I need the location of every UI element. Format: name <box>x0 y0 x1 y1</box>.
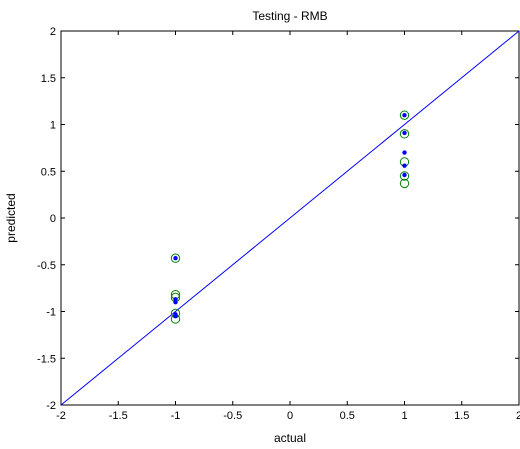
chart-title: Testing - RMB <box>252 9 327 23</box>
x-tick-label: 0 <box>287 410 293 422</box>
dot-point <box>402 163 407 168</box>
x-tick-label: 1.5 <box>454 410 469 422</box>
y-tick-label: -1 <box>46 307 56 319</box>
dot-point <box>402 150 407 155</box>
dot-point <box>173 299 178 305</box>
open-circle-point <box>170 253 181 263</box>
x-tick-label: -1 <box>171 410 181 422</box>
dot-point <box>402 172 407 178</box>
y-tick-label: 1 <box>50 120 56 132</box>
x-tick-label: 0.5 <box>340 410 355 422</box>
y-tick-label: -0.5 <box>37 260 56 272</box>
y-tick-label: 0 <box>50 213 56 225</box>
y-tick-label: 1.5 <box>41 73 56 85</box>
x-tick-label: -1.5 <box>109 410 128 422</box>
open-circle-point <box>399 178 410 189</box>
x-tick-label: -2 <box>56 410 66 422</box>
y-tick-label: -2 <box>46 400 56 412</box>
open-circle-point <box>399 171 410 181</box>
open-circle-point <box>399 129 410 139</box>
x-tick-label: 1 <box>401 410 407 422</box>
dot-point <box>402 130 407 136</box>
dot-point <box>402 112 407 118</box>
x-tick-label: -0.5 <box>223 410 242 422</box>
dot-point <box>173 256 178 261</box>
plot-area: -2 -1.5 -1 -0.5 0 0.5 1 1.5 2 2 1.5 1 0.5 0 -0.5 -1 -1.5… <box>37 26 520 422</box>
dot-point <box>173 313 178 319</box>
x-tick-label: 2 <box>516 410 520 422</box>
reference-line <box>60 30 520 406</box>
y-tick-label: 2 <box>50 26 56 38</box>
y-axis-label: predicted <box>4 193 18 242</box>
x-axis-label: actual <box>274 431 306 445</box>
y-tick-label: 0.5 <box>41 166 56 178</box>
y-tick-label: -1.5 <box>37 353 56 365</box>
open-circle-point <box>399 110 410 120</box>
